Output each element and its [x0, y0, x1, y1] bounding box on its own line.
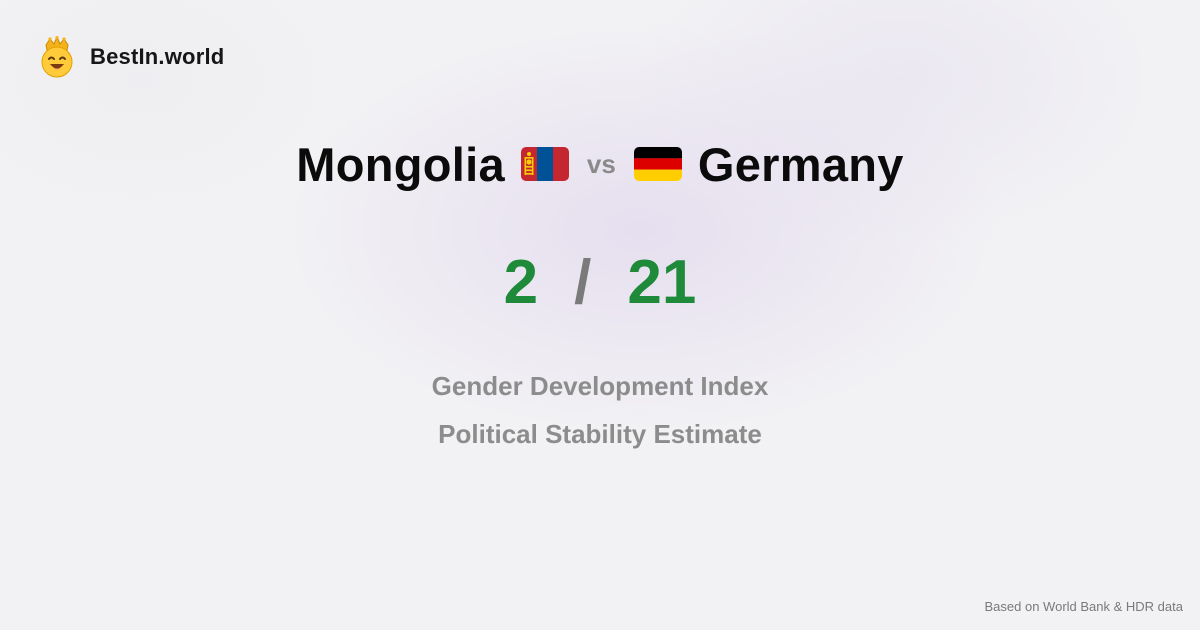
right-score: 21	[627, 247, 697, 317]
comparison-title: Mongolia vs Germany	[0, 134, 1200, 194]
score-display: 2 / 21	[0, 244, 1200, 320]
metric-item: Political Stability Estimate	[438, 419, 762, 449]
left-country-name: Mongolia	[296, 137, 505, 191]
metric-item: Gender Development Index	[431, 371, 769, 401]
data-source-note: Based on World Bank & HDR data	[984, 599, 1183, 614]
brand-name: BestIn.world	[90, 44, 225, 69]
left-score: 2	[503, 247, 539, 317]
right-country-name: Germany	[697, 137, 904, 191]
crowned-smiley-icon	[41, 36, 73, 78]
mongolia-flag-icon	[520, 147, 569, 181]
vs-label: vs	[586, 148, 616, 179]
score-separator: /	[574, 247, 592, 317]
brand-link[interactable]: BestIn.world	[38, 36, 224, 78]
metric-list: Gender Development Index Political Stabi…	[0, 362, 1200, 458]
germany-flag-icon	[633, 147, 682, 181]
